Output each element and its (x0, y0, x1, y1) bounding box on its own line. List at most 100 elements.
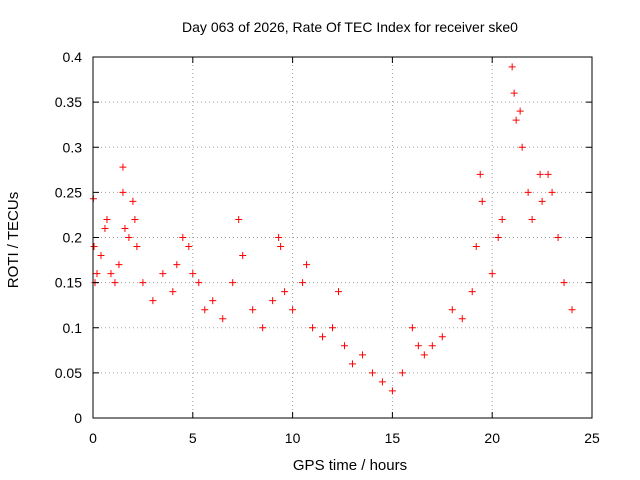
data-point (139, 279, 147, 287)
data-point (548, 188, 556, 196)
data-point (414, 342, 422, 350)
y-tick-label: 0.1 (63, 320, 83, 336)
y-axis-ticks: 0 0.05 0.1 0.15 0.2 0.25 0.3 0.35 0.4 (55, 49, 592, 426)
data-point (554, 234, 562, 241)
data-point (458, 315, 466, 323)
data-point (239, 252, 247, 260)
data-point (468, 288, 476, 296)
data-point (348, 360, 356, 368)
y-tick-label: 0.4 (63, 49, 83, 65)
x-tick-label: 15 (385, 430, 401, 446)
data-point (340, 342, 348, 350)
data-point (528, 215, 536, 223)
x-tick-label: 25 (584, 430, 600, 446)
data-point (173, 261, 181, 269)
data-point (219, 315, 227, 323)
data-point (319, 333, 327, 341)
data-point (388, 387, 396, 395)
data-point (101, 224, 109, 232)
data-point (510, 89, 518, 97)
grid (93, 57, 592, 418)
x-tick-label: 20 (484, 430, 500, 446)
data-point (201, 306, 209, 314)
data-point (358, 351, 366, 359)
data-point (179, 234, 187, 241)
data-point (420, 351, 428, 359)
data-point (131, 215, 139, 223)
data-point (438, 333, 446, 341)
data-point (97, 252, 105, 260)
data-point (508, 63, 516, 71)
data-point (107, 270, 115, 278)
data-point (115, 261, 123, 269)
data-point (269, 297, 277, 305)
y-tick-label: 0.15 (55, 275, 82, 291)
data-point (111, 279, 119, 287)
data-point (249, 306, 257, 314)
x-axis-label: GPS time / hours (293, 457, 407, 474)
data-point (90, 243, 98, 251)
y-tick-label: 0.25 (55, 184, 82, 200)
data-point (536, 170, 544, 178)
data-point (103, 215, 111, 223)
x-tick-label: 5 (189, 430, 197, 446)
x-axis-ticks: 0 5 10 15 20 25 (89, 57, 600, 446)
data-point (335, 288, 343, 296)
data-point (524, 188, 532, 196)
data-point (281, 288, 289, 296)
data-point (472, 243, 480, 251)
data-point (189, 270, 197, 278)
data-point (428, 342, 436, 350)
data-point (235, 215, 243, 223)
data-point (299, 279, 307, 287)
data-point (277, 243, 285, 251)
data-point (448, 306, 456, 314)
data-point (259, 324, 267, 332)
data-point (560, 279, 568, 287)
data-point (185, 243, 193, 251)
data-point (169, 288, 177, 296)
y-axis-label: ROTI / TECUs (5, 192, 22, 288)
data-point (93, 270, 101, 278)
y-tick-label: 0.35 (55, 94, 82, 110)
data-point (494, 234, 502, 241)
data-point (133, 243, 141, 251)
x-tick-label: 10 (285, 430, 301, 446)
data-point (329, 324, 337, 332)
data-point (229, 279, 237, 287)
data-point (568, 306, 576, 314)
data-point (368, 369, 376, 377)
data-point (125, 234, 133, 241)
data-point (518, 143, 526, 151)
data-point (478, 197, 486, 205)
data-point (119, 188, 127, 196)
data-point (476, 170, 484, 178)
data-point (408, 324, 416, 332)
data-point (309, 324, 317, 332)
x-tick-label: 0 (89, 430, 97, 446)
y-tick-label: 0.3 (63, 139, 83, 155)
data-point (129, 197, 137, 205)
data-point (119, 163, 127, 171)
data-point (498, 215, 506, 223)
data-points (89, 63, 576, 395)
data-point (488, 270, 496, 278)
data-point (209, 297, 217, 305)
data-point (303, 261, 311, 269)
data-point (195, 279, 203, 287)
data-point (538, 197, 546, 205)
data-point (512, 116, 520, 124)
data-point (121, 224, 129, 232)
data-point (289, 306, 297, 314)
data-point (159, 270, 167, 278)
data-point (275, 234, 283, 241)
y-tick-label: 0.2 (63, 230, 83, 246)
data-point (398, 369, 406, 377)
chart-title: Day 063 of 2026, Rate Of TEC Index for r… (182, 19, 518, 35)
data-point (378, 378, 386, 386)
data-point (544, 170, 552, 178)
y-tick-label: 0.05 (55, 365, 82, 381)
y-tick-label: 0 (74, 410, 82, 426)
data-point (516, 107, 524, 115)
